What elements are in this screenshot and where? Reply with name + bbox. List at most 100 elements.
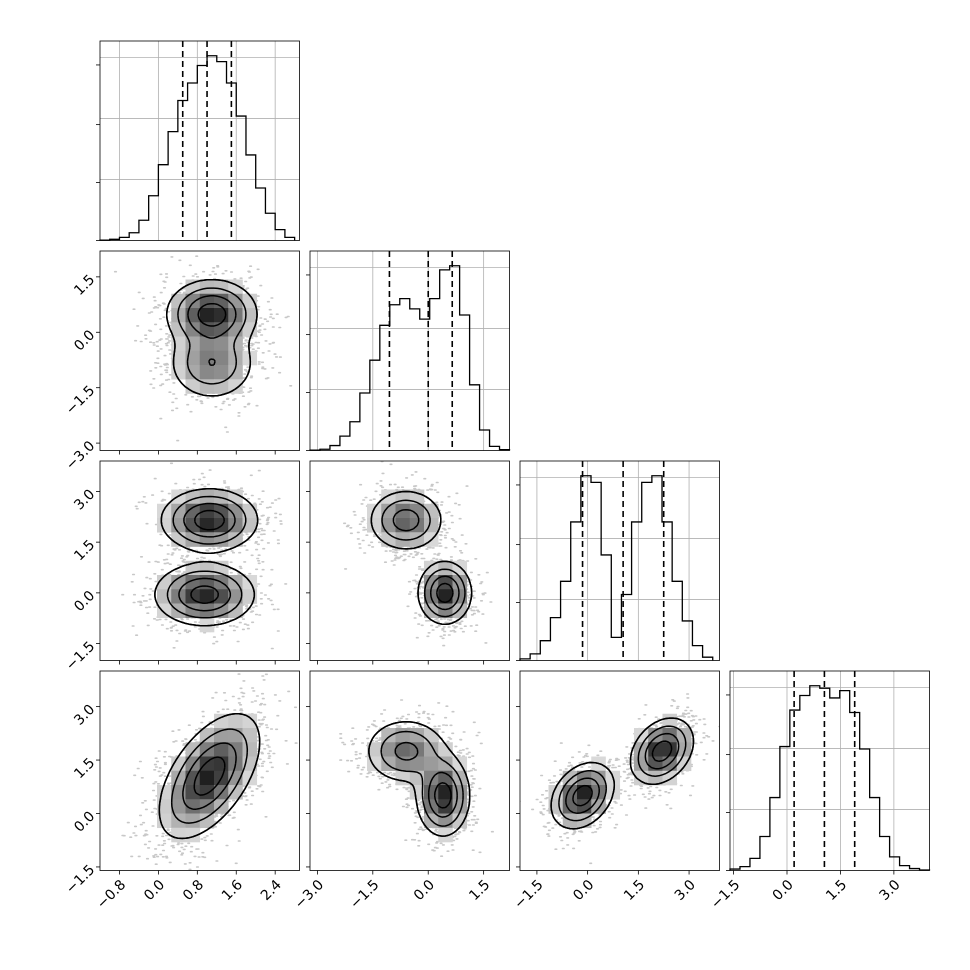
density-cell [199, 308, 215, 323]
density-cell [228, 785, 243, 800]
panel-frame [99, 250, 300, 451]
density-cell [171, 770, 186, 786]
density-cell [381, 742, 396, 757]
x-tick-label: 0.0 [770, 877, 797, 904]
contour-level [368, 721, 471, 837]
scatter-panel [96, 460, 300, 665]
panel-contents [113, 255, 293, 442]
y-tick-label: 3.0 [71, 702, 98, 729]
density-cell [199, 589, 215, 604]
x-tick-label: 0.8 [180, 877, 207, 904]
density-cell [438, 560, 453, 576]
density-cell [171, 799, 186, 814]
density-cell [562, 799, 578, 814]
scatter-points [520, 693, 720, 865]
density-cell [367, 742, 382, 757]
contour-level [166, 495, 247, 619]
density-cell [214, 560, 229, 576]
x-tick-label: 0.0 [141, 877, 168, 904]
x-tick-label: 0.0 [411, 877, 438, 904]
density-cell [185, 532, 201, 547]
density-cell [424, 575, 439, 590]
x-tick-label: −1.5 [708, 877, 743, 912]
density-cell [228, 336, 243, 352]
density-cell [214, 742, 229, 757]
panel-frame [309, 670, 510, 871]
contour-level [558, 725, 687, 822]
density-cell [157, 575, 172, 590]
y-tick-label: −1.5 [63, 862, 98, 897]
density-cell [424, 503, 439, 519]
density-cell [171, 589, 186, 604]
density-cell [242, 322, 258, 337]
y-tick-label: 1.5 [71, 537, 98, 564]
density-cell [662, 770, 678, 786]
density-cell [157, 813, 172, 829]
density-cell [199, 560, 215, 576]
contour-level [565, 732, 680, 815]
contour-level [178, 502, 236, 612]
contour-level [187, 295, 237, 366]
density-cell [438, 770, 453, 786]
density-cell [367, 756, 382, 772]
scatter-points [343, 461, 493, 647]
x-tick-label: −0.8 [94, 877, 129, 912]
density-cell [367, 503, 382, 519]
density-cell [395, 770, 411, 786]
density-cell [199, 279, 215, 295]
scatter-panel [96, 670, 300, 875]
density-cell [648, 728, 663, 743]
density-cell [199, 813, 215, 829]
contour-level [177, 287, 247, 385]
density-cell [424, 770, 439, 786]
scatter-panel [306, 460, 510, 665]
density-cell [185, 742, 201, 757]
y-tick-label: 1.5 [71, 272, 98, 299]
contour-level [392, 508, 460, 611]
density-cell [185, 589, 201, 604]
contour-level [158, 713, 261, 840]
density-cell [214, 350, 229, 366]
density-cell [381, 489, 396, 505]
x-tick-label: 1.5 [466, 877, 493, 904]
density-cell [438, 603, 453, 619]
panel-frame [519, 670, 720, 871]
density-cell [409, 756, 425, 772]
density-cell [381, 728, 396, 743]
panel-contents [343, 461, 493, 647]
histogram-step [309, 265, 511, 451]
y-tick-label: 0.0 [71, 327, 98, 354]
y-tick-label: −1.5 [63, 383, 98, 418]
density-cell [438, 827, 453, 843]
x-tick-label: 0.0 [570, 877, 597, 904]
contour-level [380, 730, 464, 827]
density-cell [634, 770, 649, 786]
hist-panel [306, 250, 511, 451]
density-cell [157, 518, 172, 533]
histogram-step [99, 55, 296, 241]
density-cell [242, 518, 258, 533]
y-tick-label: 0.0 [71, 588, 98, 615]
density-cell [424, 756, 439, 772]
x-tick-label: 3.0 [672, 877, 699, 904]
x-tick-label: −1.5 [511, 877, 546, 912]
y-tick-label: −1.5 [63, 639, 98, 674]
contour-level [170, 728, 249, 824]
panel-frame [729, 670, 930, 871]
density-cell [199, 365, 215, 380]
density-cell [214, 489, 229, 505]
panel-frame [99, 40, 300, 241]
y-tick-label: 0.0 [71, 808, 98, 835]
x-tick-label: 1.5 [621, 877, 648, 904]
scatter-panel [306, 670, 510, 875]
density-cell [228, 603, 243, 619]
density-cell [409, 503, 425, 519]
panel-frame [519, 460, 720, 661]
contour-level [193, 756, 226, 796]
density-cell [648, 742, 663, 757]
density-cell [214, 589, 229, 604]
contour-level [572, 740, 673, 807]
density-cell [157, 799, 172, 814]
density-cell [452, 785, 468, 800]
density-cell [242, 713, 258, 729]
